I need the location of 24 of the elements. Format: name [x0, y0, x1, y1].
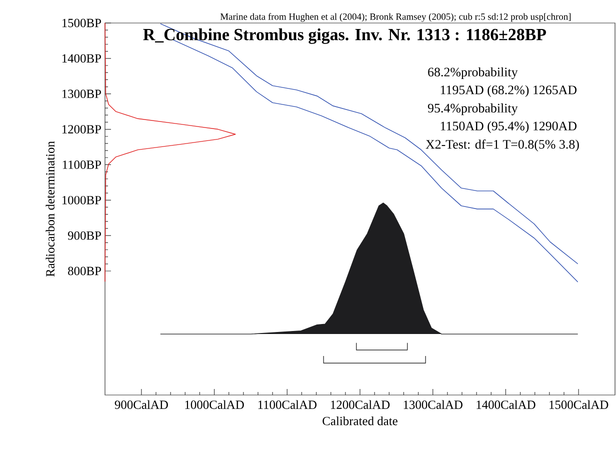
y-tick-label: 800BP	[68, 266, 101, 276]
y-tick-label: 900BP	[68, 231, 101, 240]
y-tick-label: 1100BP	[62, 160, 101, 169]
x-tick-label: 1400CalAD	[476, 400, 536, 409]
x-axis-title: Calibrated date	[322, 416, 398, 426]
x-tick-label: 1300CalAD	[404, 400, 462, 409]
annotation: X2-Test: df=1 T=0.8(5% 3.8)	[426, 139, 579, 152]
y-tick-label: 1000BP	[62, 196, 101, 204]
text: Marine data from Hughen et al (2004); Bronk Ramsey (2005); cub r:5 sd:12 prob usp[chron]	[220, 13, 571, 22]
y-tick-label: 1500BP	[62, 18, 101, 28]
x-tick-label: 1200CalAD	[331, 400, 390, 409]
y-tick-label: 1300BP	[62, 90, 101, 98]
x-tick-label: 1100CalAD	[258, 400, 317, 409]
y-axis-title: Radiocarbon determination	[46, 141, 55, 277]
x-tick-label: 1500CalAD	[550, 400, 608, 409]
y-tick-label: 1200BP	[62, 125, 101, 134]
annotation: 1150AD (95.4%) 1290AD	[440, 121, 577, 134]
x-tick-label: 900CalAD	[114, 400, 168, 409]
annotation: 68.2%probability	[428, 67, 518, 80]
y-tick-label: 1400BP	[62, 54, 101, 63]
annotation: 95.4%probability	[428, 103, 518, 116]
x-tick-label: 1000CalAD	[185, 400, 244, 409]
line-series	[104, 22, 236, 282]
annotation: 1195AD (68.2%) 1265AD	[440, 85, 577, 97]
